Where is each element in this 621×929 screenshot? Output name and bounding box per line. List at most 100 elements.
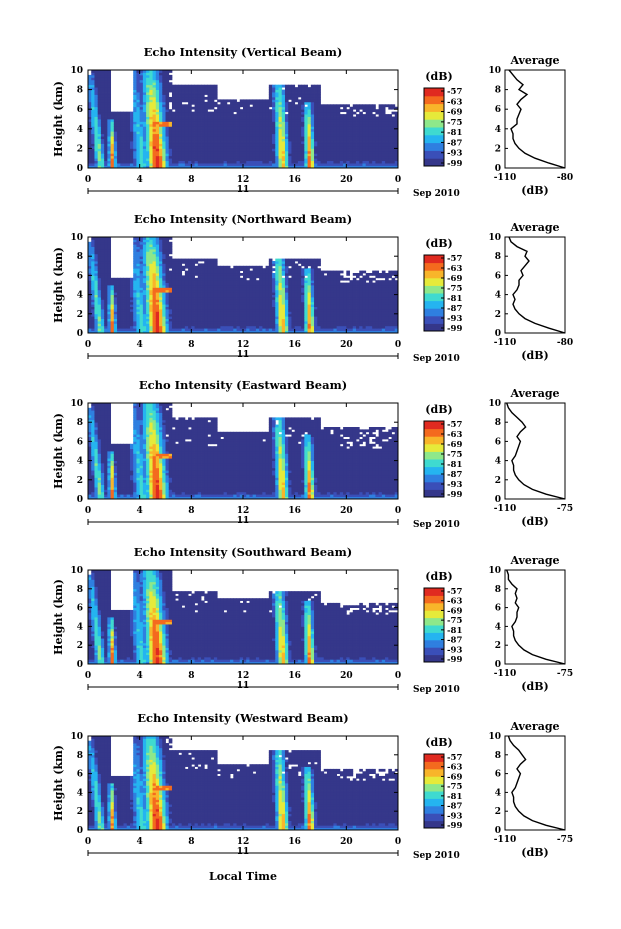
- heatmap-cell: [168, 318, 173, 322]
- heatmap-cell: [100, 294, 105, 298]
- heatmap-cell: [88, 99, 92, 103]
- heatmap-cell: [317, 131, 321, 135]
- heatmap-cell: [162, 126, 166, 130]
- heatmap-cell: [181, 143, 186, 147]
- heatmap-cell: [259, 160, 263, 164]
- heatmap-cell: [139, 72, 144, 76]
- heatmap-cell: [391, 111, 396, 115]
- heatmap-cell: [97, 237, 102, 240]
- heatmap-cell: [314, 126, 318, 130]
- heatmap-cell: [372, 136, 376, 139]
- heatmap-cell: [207, 145, 212, 149]
- heatmap-cell: [272, 84, 276, 88]
- heatmap-cell: [155, 261, 160, 264]
- heatmap-cell: [178, 318, 183, 322]
- heatmap-cell: [146, 87, 150, 90]
- heatmap-cell: [159, 116, 163, 120]
- heatmap-cell: [149, 313, 153, 317]
- heatmap-cell: [339, 121, 344, 125]
- heatmap-cell: [294, 165, 299, 169]
- heatmap-cell: [368, 128, 373, 132]
- heatmap-cell: [91, 321, 95, 324]
- heatmap-cell: [297, 104, 302, 108]
- heatmap-cell: [268, 119, 273, 122]
- heatmap-cell: [129, 328, 134, 331]
- heatmap-cell: [188, 131, 192, 135]
- heatmap-cell: [117, 301, 121, 305]
- heatmap-cell: [194, 325, 199, 329]
- heatmap-cell: [104, 101, 108, 105]
- heatmap-cell: [162, 299, 166, 303]
- heatmap-cell: [284, 155, 289, 159]
- heatmap-cell: [226, 304, 231, 307]
- heatmap-cell: [120, 160, 124, 164]
- heatmap-cell: [330, 148, 334, 152]
- heatmap-cell: [191, 155, 195, 159]
- heatmap-cell: [388, 143, 392, 147]
- heatmap-cell: [323, 123, 328, 127]
- heatmap-cell: [88, 299, 92, 303]
- heatmap-cell: [326, 126, 331, 130]
- heatmap-cell: [97, 111, 102, 115]
- heatmap-cell: [297, 111, 302, 115]
- heatmap-cell: [275, 143, 279, 147]
- heatmap-cell: [314, 94, 318, 98]
- heatmap-cell: [356, 119, 360, 122]
- heatmap-cell: [365, 133, 370, 137]
- heatmap-cell: [278, 141, 283, 144]
- heatmap-cell: [165, 136, 170, 139]
- heatmap-cell: [281, 145, 286, 149]
- heatmap-cell: [142, 249, 147, 252]
- heatmap-cell: [117, 280, 121, 283]
- heatmap-cell: [107, 244, 112, 247]
- heatmap-cell: [126, 116, 131, 120]
- heatmap-cell: [117, 145, 121, 149]
- heatmap-cell: [314, 143, 318, 147]
- heatmap-cell: [117, 299, 121, 303]
- heatmap-cell: [330, 131, 334, 135]
- heatmap-cell: [88, 301, 92, 305]
- heatmap-cell: [155, 249, 160, 252]
- heatmap-cell: [259, 104, 263, 108]
- colorbar-tick-label: -81: [447, 128, 462, 138]
- heatmap-cell: [210, 289, 215, 293]
- heatmap-cell: [210, 328, 215, 331]
- heatmap-cell: [213, 263, 218, 267]
- heatmap-cell: [142, 111, 147, 115]
- heatmap-cell: [330, 160, 334, 164]
- heatmap-cell: [152, 119, 157, 122]
- heatmap-cell: [365, 128, 370, 132]
- heatmap-cell: [113, 311, 118, 315]
- heatmap-cell: [94, 265, 99, 269]
- heatmap-cell: [339, 141, 344, 144]
- heatmap-cell: [343, 126, 347, 130]
- heatmap-cell: [262, 294, 267, 298]
- heatmap-cell: [168, 82, 173, 86]
- heatmap-cell: [178, 301, 183, 305]
- heatmap-cell: [236, 138, 241, 142]
- heatmap-cell: [91, 89, 95, 93]
- heatmap-cell: [94, 304, 99, 307]
- heatmap-cell: [139, 150, 144, 154]
- heatmap-cell: [381, 119, 386, 122]
- heatmap-cell: [133, 128, 137, 132]
- heatmap-cell: [133, 119, 137, 122]
- heatmap-cell: [159, 287, 163, 291]
- heatmap-cell: [97, 285, 102, 288]
- heatmap-cell: [191, 268, 195, 271]
- heatmap-cell: [236, 282, 241, 286]
- heatmap-cell: [339, 158, 344, 162]
- heatmap-cell: [213, 306, 218, 310]
- heatmap-cell: [152, 321, 157, 324]
- heatmap-cell: [349, 109, 354, 113]
- heatmap-cell: [217, 268, 221, 271]
- heatmap-cell: [394, 165, 399, 169]
- heatmap-cell: [152, 128, 157, 132]
- heatmap-cell: [162, 136, 166, 139]
- heatmap-cell: [159, 241, 163, 245]
- heatmap-cell: [230, 119, 234, 122]
- heatmap-cell: [136, 301, 141, 305]
- heatmap-cell: [184, 131, 189, 135]
- heatmap-cell: [191, 101, 195, 105]
- heatmap-cell: [197, 318, 202, 322]
